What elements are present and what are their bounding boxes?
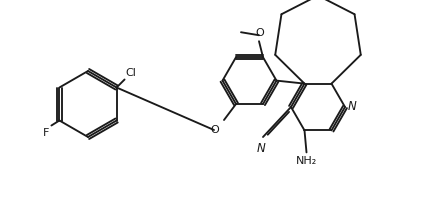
- Text: N: N: [257, 142, 265, 155]
- Text: F: F: [43, 128, 49, 137]
- Text: N: N: [348, 101, 357, 113]
- Text: O: O: [255, 28, 264, 38]
- Text: NH₂: NH₂: [296, 156, 317, 166]
- Text: O: O: [211, 125, 219, 135]
- Text: Cl: Cl: [125, 69, 136, 79]
